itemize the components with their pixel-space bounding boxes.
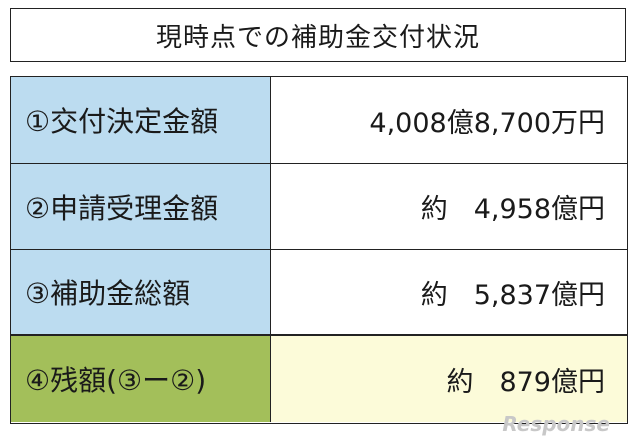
table-row: ④残額(③ー②) 約 879億円 — [11, 334, 627, 422]
approx-prefix: 約 — [420, 194, 448, 225]
amount: 5,837億円 — [473, 279, 605, 311]
table: ①交付決定金額 4,008億8,700万円 ②申請受理金額約 4,958億円 ③補助金総… — [10, 76, 628, 424]
table-row: ③補助金総額 約 5,837億円 — [11, 249, 627, 334]
table-row: ②申請受理金額 約 4,958億円 — [11, 163, 627, 249]
row-label: ①交付決定金額 — [11, 77, 271, 163]
row-label: ②申請受理金額 — [11, 164, 271, 249]
table-row: ①交付決定金額 4,008億8,700万円 — [11, 77, 627, 163]
row-value: 約 4,958億円 — [271, 164, 627, 249]
amount: 4,008億8,700万円 — [369, 107, 605, 139]
watermark: Response — [502, 412, 610, 436]
amount: 4,958億円 — [473, 194, 605, 225]
row-value: 約 5,837億円 — [271, 250, 627, 334]
approx-prefix: 約 — [420, 279, 448, 311]
approx-prefix: 約 — [446, 366, 474, 398]
row-label: ④残額(③ー②) — [11, 336, 271, 422]
row-value: 約 879億円 — [271, 336, 627, 422]
title: 現時点での補助金交付状況 — [10, 8, 626, 62]
row-value: 4,008億8,700万円 — [271, 77, 627, 163]
amount: 879億円 — [499, 366, 605, 398]
row-label: ③補助金総額 — [11, 250, 271, 334]
